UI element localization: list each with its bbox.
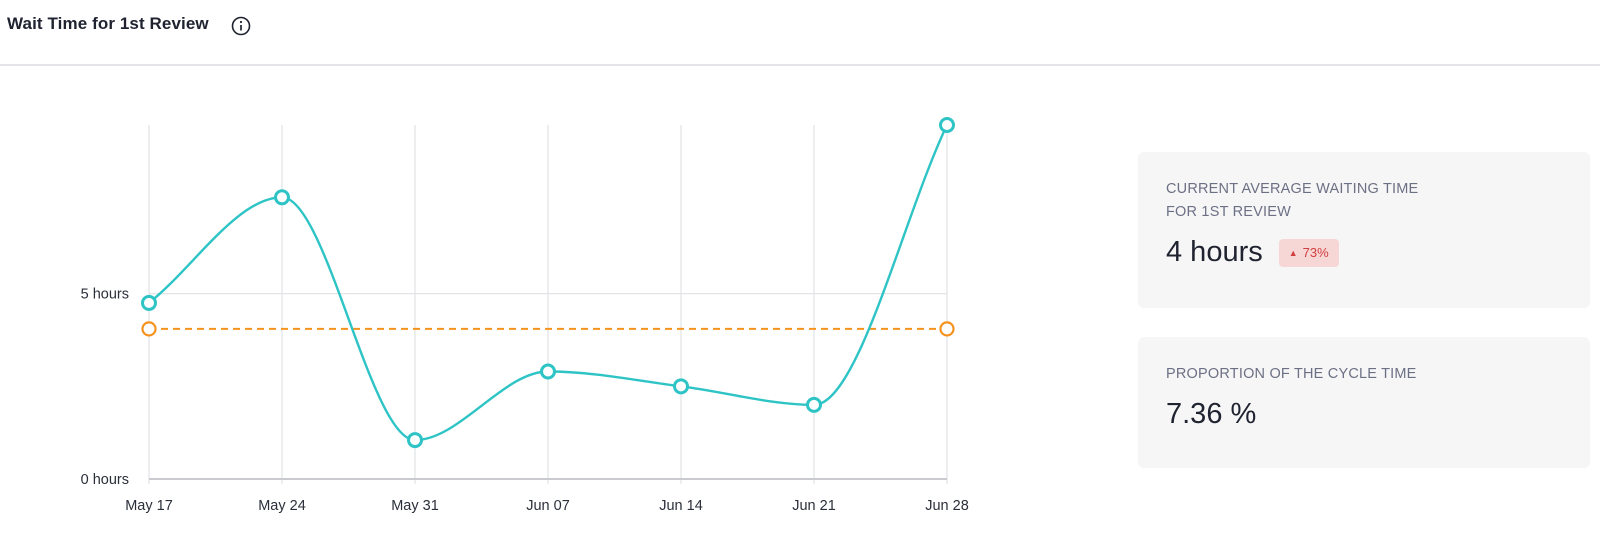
avg-wait-value: 4 hours	[1166, 236, 1263, 268]
data-point	[939, 117, 955, 133]
series	[141, 117, 955, 449]
change-badge-text: 73%	[1302, 245, 1329, 260]
grid	[148, 125, 948, 484]
average-point	[939, 321, 955, 337]
avg-wait-card: CURRENT AVERAGE WAITING TIME FOR 1ST REV…	[1138, 152, 1590, 308]
y-axis: 0 hours 5 hours	[81, 287, 129, 488]
info-circle-icon[interactable]	[231, 16, 251, 36]
average-point	[141, 321, 157, 337]
cycle-proportion-label: PROPORTION OF THE CYCLE TIME	[1166, 366, 1417, 382]
data-point	[673, 378, 689, 395]
avg-wait-label: CURRENT AVERAGE WAITING TIME FOR 1ST REV…	[1166, 152, 1590, 224]
x-tick-label: May 17	[125, 498, 173, 514]
change-badge: ▲ 73%	[1278, 238, 1339, 267]
x-tick-label: Jun 21	[792, 498, 836, 514]
cycle-proportion-card: PROPORTION OF THE CYCLE TIME 7.36 %	[1138, 337, 1590, 468]
triangle-up-icon: ▲	[1288, 247, 1298, 258]
header: Wait Time for 1st Review	[0, 0, 1600, 66]
y-tick-label: 5 hours	[81, 287, 129, 303]
cycle-proportion-value: 7.36 %	[1166, 398, 1257, 430]
data-point	[540, 363, 556, 380]
chart-title: Wait Time for 1st Review	[7, 14, 209, 33]
average-line	[141, 321, 955, 337]
x-axis: May 17 May 24 May 31 Jun 07 Jun 14 Jun 21 Jun …	[125, 498, 969, 514]
line-chart: 0 hours 5 hours May 17 May 24 May 31 Jun 07 J…	[81, 117, 969, 514]
x-tick-label: May 31	[391, 498, 439, 514]
x-tick-label: Jun 14	[659, 498, 703, 514]
data-point	[274, 189, 290, 206]
data-point	[141, 294, 157, 311]
x-tick-label: Jun 07	[526, 498, 570, 514]
x-tick-label: May 24	[258, 498, 306, 514]
avg-wait-label-line1: CURRENT AVERAGE WAITING TIME	[1166, 181, 1419, 197]
y-tick-label: 0 hours	[81, 472, 129, 488]
data-point	[407, 432, 423, 449]
x-tick-label: Jun 28	[925, 498, 969, 514]
data-point	[806, 396, 822, 413]
avg-wait-label-line2: FOR 1ST REVIEW	[1166, 204, 1291, 220]
